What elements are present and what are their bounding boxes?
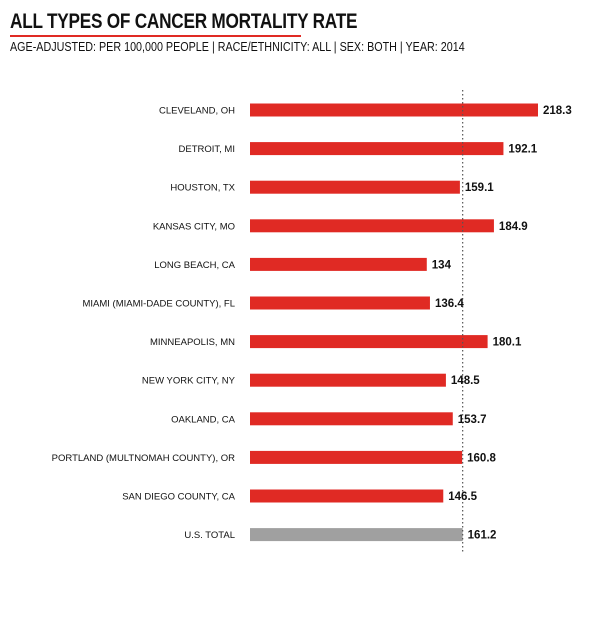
value-label: 160.8: [467, 452, 496, 464]
category-label: MINNEAPOLIS, MN: [150, 337, 235, 348]
value-label: 136.4: [435, 298, 464, 310]
chart-title: ALL TYPES OF CANCER MORTALITY RATE: [10, 10, 358, 33]
category-label: SAN DIEGO COUNTY, CA: [122, 492, 235, 503]
category-label: KANSAS CITY, MO: [153, 221, 235, 232]
category-label: OAKLAND, CA: [171, 414, 236, 425]
value-label: 218.3: [543, 105, 572, 117]
category-label: U.S. TOTAL: [184, 530, 235, 541]
category-label: NEW YORK CITY, NY: [142, 376, 236, 387]
category-label: HOUSTON, TX: [170, 183, 235, 194]
value-labels-group: 218.3 192.1 159.1 184.9 134 136.4 180.1 148.5 15…: [432, 105, 572, 542]
category-label: DETROIT, MI: [179, 144, 235, 155]
category-labels-group: CLEVELAND, OH DETROIT, MI HOUSTON, TX KANSA…: [52, 106, 236, 542]
value-label: 148.5: [451, 375, 480, 387]
category-label: CLEVELAND, OH: [159, 106, 235, 117]
category-label: PORTLAND (MULTNOMAH COUNTY), OR: [52, 453, 235, 464]
bars-group: [250, 103, 538, 542]
bar: [250, 219, 494, 233]
bar: [250, 489, 444, 503]
category-label: LONG BEACH, CA: [154, 260, 235, 271]
value-label: 184.9: [499, 221, 528, 233]
bar: [250, 335, 488, 349]
bar: [250, 296, 430, 310]
value-label: 146.5: [448, 491, 477, 503]
bar: [250, 450, 463, 464]
value-label: 192.1: [508, 144, 537, 156]
bar: [250, 103, 538, 117]
value-label: 161.2: [468, 530, 497, 542]
bar: [250, 180, 460, 194]
value-label: 180.1: [493, 337, 522, 349]
bar: [250, 142, 504, 156]
bar: [250, 412, 453, 426]
value-label: 153.7: [458, 414, 487, 426]
bar: [250, 257, 427, 271]
value-label: 159.1: [465, 182, 494, 194]
chart-subtitle: AGE-ADJUSTED: PER 100,000 PEOPLE | RACE/…: [10, 40, 465, 54]
category-label: MIAMI (MIAMI-DADE COUNTY), FL: [82, 299, 235, 310]
value-label: 134: [432, 259, 452, 271]
bar: [250, 373, 446, 387]
total-bar: [250, 528, 463, 542]
title-underline: [10, 35, 301, 37]
